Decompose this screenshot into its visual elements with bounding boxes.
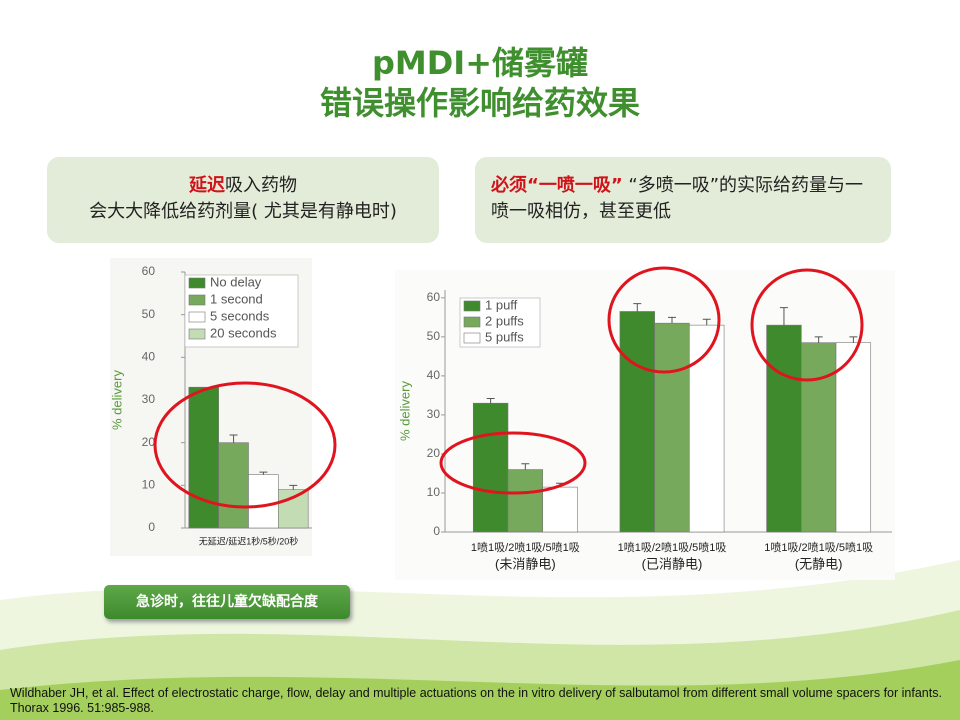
y-axis-label: % delivery [109,370,124,430]
legend-swatch [188,311,206,323]
x-tick-label: 1喷1吸/2喷1吸/5喷1吸 [618,541,727,554]
button[interactable]: 急诊时，往往儿童欠缺配合度 [104,585,350,619]
swoosh [0,660,960,720]
error-bar [633,303,642,312]
bar [507,469,543,533]
legend-label: 5 puffs [485,329,524,344]
legend-label: No delay [210,274,262,289]
highlight-circle [750,268,864,382]
callout: 必须“一喷一吸” “多喷一吸”的实际给药量与一喷一吸相仿，甚至更低 [475,157,891,243]
highlight-text: 必须“一喷一吸” [491,175,623,196]
y-axis-label: % delivery [397,381,412,441]
title: 错误操作影响给药效果 [319,84,640,122]
legend-label: 5 seconds [210,308,270,323]
title: pMDI+储雾罐 [371,44,589,82]
legend-label: 1 second [210,291,263,306]
legend-swatch [463,300,481,312]
y-tick-label: 60 [427,290,441,304]
x-tick-label: 1喷1吸/2喷1吸/5喷1吸 [764,541,873,554]
bar [248,474,279,529]
legend-label: 2 puffs [485,313,524,328]
legend-swatch [463,316,481,328]
bar [766,324,802,533]
error-bar [849,336,858,343]
y-tick-label: 10 [427,485,441,499]
y-tick-label: 10 [142,478,156,492]
callout-text: “多喷一吸”的实际给药量与一喷一吸相仿，甚至更低 [491,175,864,222]
y-tick-label: 60 [142,264,156,278]
bar [654,322,690,533]
bar [472,402,509,533]
legend-swatch [188,294,206,306]
error-bar [521,463,530,470]
x-tick-note: (无静电) [795,556,843,571]
legend-label: 1 puff [485,297,518,312]
bar [801,342,837,533]
error-bar [229,434,238,443]
bar [619,311,655,533]
y-tick-label: 0 [148,520,155,534]
y-tick-label: 50 [142,307,156,321]
y-tick-label: 50 [427,329,441,343]
y-tick-label: 20 [427,446,441,460]
error-bar [814,336,823,343]
legend-swatch [188,277,206,289]
callout: 延迟吸入药物 会大大降低给药剂量( 尤其是有静电时) [47,157,439,243]
legend-swatch [188,328,206,340]
x-tick-note: (已消静电) [642,556,703,571]
legend-swatch [463,332,481,344]
bar [278,489,309,529]
citation: Wildhaber JH, et al. Effect of electrost… [10,686,942,715]
y-tick-label: 0 [433,524,440,538]
legend-label: 20 seconds [210,325,277,340]
error-bar [779,307,788,326]
bar [689,324,725,533]
x-tick-label: 1喷1吸/2喷1吸/5喷1吸 [471,541,580,554]
error-bar [486,398,495,404]
bar [218,442,249,529]
highlight-circle [607,266,721,374]
y-tick-label: 40 [427,368,441,382]
highlight-text: 延迟 [189,175,225,196]
error-bar [668,316,676,324]
y-tick-label: 30 [427,407,441,421]
error-bar [289,484,298,490]
bar [835,342,872,533]
callout-text: 吸入药物 [225,175,297,196]
highlight-circle [153,381,337,509]
error-bar [259,471,268,475]
x-axis-label: 无延迟/延迟1秒/5秒/20秒 [199,535,299,546]
y-tick-label: 20 [142,435,156,449]
bar [542,486,578,533]
y-tick-label: 30 [142,392,156,406]
highlight-circle [439,431,587,495]
y-tick-label: 40 [142,350,156,364]
error-bar [702,318,711,326]
x-tick-note: (未消静电) [495,556,556,571]
bar [188,386,219,529]
callout-text: 会大大降低给药剂量( 尤其是有静电时) [89,201,397,222]
